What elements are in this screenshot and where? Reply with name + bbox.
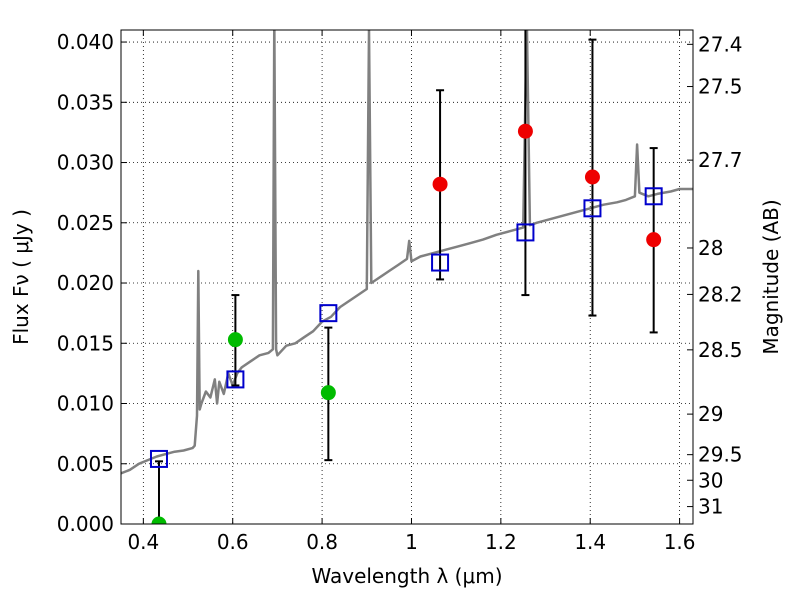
magnitude-tick-label: 28 <box>698 236 723 260</box>
x-tick-label: 0.6 <box>217 530 249 554</box>
magnitude-tick-label: 27.5 <box>698 75 743 99</box>
y-tick-label: 0.025 <box>57 211 114 235</box>
observed-flux-point <box>320 385 336 401</box>
y-axis-title: Flux Fν ( μJy ) <box>9 209 33 345</box>
y-tick-label: 0.015 <box>57 331 114 355</box>
magnitude-tick-label: 27.7 <box>698 148 743 172</box>
observed-photometry-layer <box>151 123 662 524</box>
magnitude-tick-label: 29 <box>698 402 723 426</box>
y-tick-label: 0.000 <box>57 512 114 536</box>
x-tick-label: 0.4 <box>127 530 159 554</box>
magnitude-tick-label: 30 <box>698 468 723 492</box>
observed-flux-point <box>151 516 167 524</box>
model-photometry-square <box>516 223 535 242</box>
model-photometry-square <box>226 370 245 389</box>
model-photometry-square <box>319 304 338 323</box>
y-tick-label: 0.035 <box>57 90 114 114</box>
magnitude-tick-label: 29.5 <box>698 443 743 467</box>
observed-flux-point <box>432 176 448 192</box>
model-spectrum-line <box>121 30 693 475</box>
plot-frame <box>120 29 694 525</box>
observed-flux-point <box>517 123 533 139</box>
model-spectrum-layer <box>121 30 693 475</box>
plot-background <box>121 30 693 524</box>
y-tick-label: 0.010 <box>57 392 114 416</box>
y-tick-label: 0.030 <box>57 151 114 175</box>
x-tick-label: 1 <box>405 530 418 554</box>
x-axis-ticks: 0.4 0.6 0.8 1 1.2 1.4 1.6 <box>127 30 696 554</box>
magnitude-tick-label: 27.4 <box>698 32 743 56</box>
model-photometry-square <box>644 187 663 206</box>
x-tick-label: 1.4 <box>574 530 606 554</box>
y-tick-label: 0.040 <box>57 30 114 54</box>
x-tick-label: 1.2 <box>485 530 517 554</box>
y-tick-label: 0.020 <box>57 271 114 295</box>
observed-flux-point <box>646 232 662 248</box>
model-photometry-square <box>149 449 168 468</box>
x-axis-title: Wavelength λ (μm) <box>311 564 502 588</box>
model-photometry-square <box>583 199 602 218</box>
x-tick-label: 0.8 <box>306 530 338 554</box>
x-tick-label: 1.6 <box>664 530 696 554</box>
observed-flux-point <box>584 169 600 185</box>
model-photometry-square <box>431 253 450 272</box>
magnitude-tick-label: 28.5 <box>698 338 743 362</box>
y-axis-ticks: 0.000 0.005 0.010 0.015 0.020 0.025 0.030 0.035… <box>57 30 127 536</box>
y-tick-label: 0.005 <box>57 452 114 476</box>
magnitude-axis-title: Magnitude (AB) <box>759 199 783 354</box>
magnitude-tick-label: 28.2 <box>698 282 743 306</box>
magnitude-axis-ticks: 27.4 27.5 27.7 28 28.2 28.5 29 29.530 31 <box>687 32 743 519</box>
observed-flux-point <box>227 332 243 348</box>
magnitude-tick-label: 31 <box>698 495 723 519</box>
model-photometry-layer <box>149 187 663 468</box>
